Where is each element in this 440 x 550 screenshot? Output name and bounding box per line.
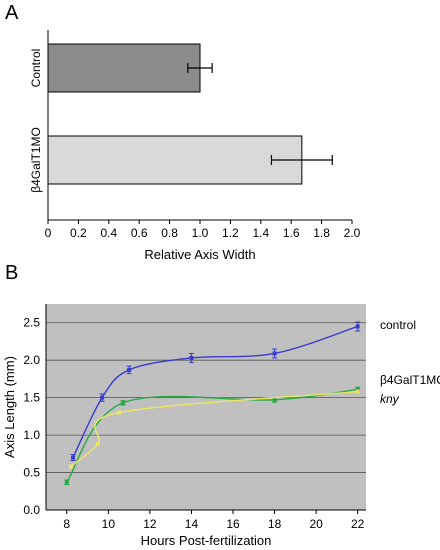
x-tick-label: 1.4 bbox=[252, 226, 269, 240]
data-point bbox=[189, 355, 194, 360]
data-point bbox=[100, 395, 105, 400]
relative-axis-width-bar-chart: Control β4GalT1MO 0 0.2 0.4 0.6 0.8 1.0 1.2 1.4 1.… bbox=[29, 30, 361, 262]
data-point bbox=[272, 397, 277, 402]
data-point bbox=[272, 351, 277, 356]
data-point bbox=[71, 455, 76, 460]
plot-background bbox=[46, 304, 366, 510]
x-tick-label: 0.6 bbox=[131, 226, 148, 240]
x-tick-label: 2.0 bbox=[344, 226, 361, 240]
data-point bbox=[116, 410, 121, 415]
x-tick-label: 0.2 bbox=[70, 226, 87, 240]
panel-a-letter: A bbox=[5, 2, 19, 24]
y-tick-label: 1.0 bbox=[23, 428, 40, 442]
x-tick-label: 8 bbox=[63, 517, 70, 531]
x-tick-label: 1.8 bbox=[313, 226, 330, 240]
y-axis-title: Axis Length (mm) bbox=[2, 356, 17, 458]
x-tick-label: 0.8 bbox=[161, 226, 178, 240]
x-tick-label: 1.6 bbox=[283, 226, 300, 240]
series-line bbox=[66, 388, 358, 483]
data-point bbox=[355, 387, 360, 392]
data-point bbox=[355, 389, 360, 394]
category-label: β4GalT1MO bbox=[29, 127, 43, 193]
x-axis-title: Relative Axis Width bbox=[144, 247, 255, 262]
x-tick-label: 1.2 bbox=[222, 226, 239, 240]
x-tick-label: 0.4 bbox=[100, 226, 117, 240]
x-tick-label: 22 bbox=[351, 517, 365, 531]
x-tick-label: 14 bbox=[185, 517, 199, 531]
series-line bbox=[70, 390, 358, 468]
data-point bbox=[68, 464, 73, 469]
x-tick-label: 1.0 bbox=[192, 226, 209, 240]
data-point bbox=[64, 480, 69, 485]
category-label: Control bbox=[29, 49, 43, 88]
x-tick-label: 0 bbox=[45, 226, 52, 240]
x-tick-label: 12 bbox=[143, 517, 157, 531]
x-axis-title: Hours Post-fertilization bbox=[141, 533, 272, 548]
y-tick-label: 2.0 bbox=[23, 353, 40, 367]
y-tick-label: 2.5 bbox=[23, 316, 40, 330]
bar bbox=[47, 43, 201, 93]
y-tick-label: 1.5 bbox=[23, 391, 40, 405]
series-label: kny bbox=[380, 392, 400, 406]
data-point bbox=[355, 324, 360, 329]
x-tick-label: 16 bbox=[226, 517, 240, 531]
data-point bbox=[120, 400, 125, 405]
bar bbox=[47, 135, 303, 185]
series-label: control bbox=[380, 318, 416, 332]
y-tick-label: 0.0 bbox=[23, 503, 40, 517]
panel-b-letter: B bbox=[5, 262, 19, 284]
data-point bbox=[95, 442, 100, 447]
x-tick-label: 10 bbox=[102, 517, 116, 531]
x-tick-label: 18 bbox=[268, 517, 282, 531]
y-tick-label: 0.5 bbox=[23, 466, 40, 480]
data-point bbox=[127, 367, 132, 372]
series-label: β4GalT1MO bbox=[380, 373, 440, 387]
x-tick-label: 20 bbox=[309, 517, 323, 531]
